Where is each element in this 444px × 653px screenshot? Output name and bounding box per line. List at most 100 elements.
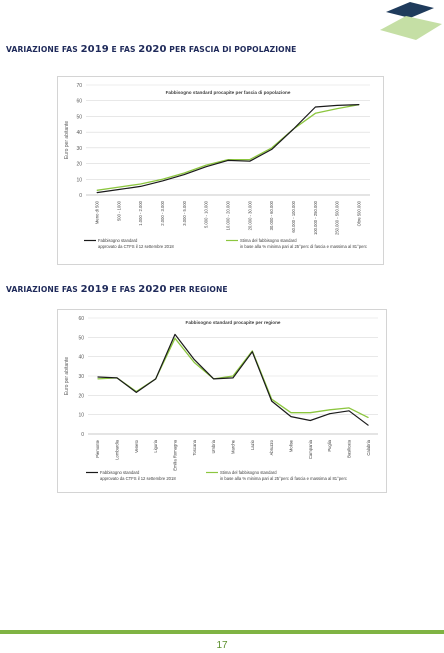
- y-tick-label: 30: [76, 146, 82, 152]
- chart-title: Fabbisogno standard procapite per region…: [186, 320, 281, 325]
- data-point: [314, 106, 316, 108]
- data-point: [183, 174, 185, 175]
- legend-label-line2: approvato da CTFS il 12 settembre 2018: [100, 476, 176, 481]
- x-tick-label: Oltre 500.000: [357, 200, 362, 226]
- page-number: 17: [216, 640, 228, 651]
- data-point: [314, 112, 316, 114]
- chart-region: 0 10 20 30 40 50 60 Fabbisogno standard procapi…: [57, 309, 387, 493]
- data-point: [367, 417, 369, 418]
- data-point: [174, 334, 176, 335]
- y-axis-label: Euro per abitante: [64, 121, 70, 160]
- data-point: [183, 172, 185, 174]
- data-point: [293, 128, 294, 130]
- data-point: [271, 149, 273, 150]
- x-tick-label: 500 - 1000: [116, 200, 121, 221]
- data-point: [96, 192, 98, 194]
- data-point: [232, 377, 234, 379]
- data-point: [174, 337, 176, 339]
- data-point: [348, 410, 350, 412]
- data-point: [336, 108, 338, 109]
- series-line-standard: [97, 333, 369, 426]
- legend-label: Fabbisogno standard: [98, 238, 138, 243]
- data-point: [96, 189, 98, 191]
- x-tick-label: 60.000 - 100.000: [291, 200, 296, 232]
- data-point: [329, 409, 331, 411]
- data-point: [309, 412, 311, 414]
- x-tick-label: Lombardia: [115, 439, 120, 459]
- data-point: [118, 186, 120, 188]
- x-tick-label: 2.000 - 3.000: [160, 200, 165, 225]
- y-tick-label: 40: [78, 355, 84, 361]
- legend-label: Fabbisogno standard: [100, 470, 140, 475]
- data-point: [193, 359, 195, 360]
- data-point: [97, 376, 99, 378]
- series-line-estimate: [96, 103, 360, 191]
- x-tick-label: Piemonte: [95, 439, 100, 457]
- x-tick-label: Toscana: [192, 439, 197, 455]
- data-point: [140, 183, 142, 185]
- data-point: [290, 416, 292, 417]
- data-point: [232, 375, 234, 377]
- x-tick-label: Meno di 500: [94, 200, 99, 224]
- y-tick-label: 20: [76, 162, 82, 168]
- data-point: [116, 377, 118, 379]
- x-tick-label: Campania: [308, 439, 313, 459]
- x-tick-label: Emilia Romagna: [173, 439, 178, 470]
- x-tick-label: Veneto: [134, 439, 139, 453]
- legend-label-line2: in base alla % minima pari al 25°perc di…: [240, 244, 367, 249]
- data-point: [348, 407, 350, 409]
- legend-label: Stima del fabbisogno standard: [240, 238, 297, 243]
- data-point: [329, 413, 331, 415]
- x-tick-label: Calabria: [366, 439, 371, 455]
- data-point: [249, 160, 251, 162]
- x-tick-label: Basilicata: [347, 439, 352, 458]
- x-tick-label: Umbria: [211, 439, 216, 453]
- y-tick-label: 70: [76, 83, 82, 89]
- section-title-population: VARIAZIONE FAS 2019 E FAS 2020 PER FASCI…: [6, 44, 297, 55]
- chart-title: Fabbisogno standard procapite per fascia…: [166, 90, 291, 95]
- data-point: [155, 378, 157, 380]
- x-tick-label: 10.000 - 20.000: [226, 200, 231, 230]
- footer-divider: [0, 630, 444, 634]
- data-point: [97, 378, 99, 380]
- chart-population-svg: 0 10 20 30 40 50 60 70 Fabbisogno standard proca…: [64, 83, 370, 249]
- data-point: [140, 185, 142, 187]
- data-point: [336, 105, 338, 106]
- x-tick-label: 5.000 - 10.000: [204, 200, 209, 228]
- x-tick-label: Molise: [289, 439, 294, 452]
- y-axis-label: Euro per abitante: [64, 357, 70, 396]
- data-point: [358, 104, 360, 106]
- data-point: [227, 160, 229, 161]
- data-point: [367, 424, 369, 426]
- y-tick-label: 0: [81, 432, 84, 438]
- legend-label-line2: approvato da CTFS il 12 settembre 2018: [98, 244, 174, 249]
- y-tick-label: 60: [76, 99, 82, 105]
- data-point: [251, 351, 253, 353]
- x-tick-label: 20.000 - 30.000: [247, 200, 252, 230]
- x-tick-label: Liguria: [153, 439, 158, 452]
- y-tick-label: 60: [78, 316, 84, 322]
- y-tick-label: 10: [78, 413, 84, 419]
- y-tick-label: 50: [76, 114, 82, 120]
- x-tick-label: Puglia: [327, 439, 332, 451]
- x-tick-label: 30.000 - 60.000: [269, 200, 274, 230]
- legend-label-line2: in base alla % minima pari al 25°perc di…: [220, 476, 347, 481]
- x-tick-label: Abruzzo: [269, 439, 274, 455]
- data-point: [309, 420, 311, 421]
- x-tick-label: 1.000 - 2.000: [138, 200, 143, 225]
- legend-label: Stima del fabbisogno standard: [220, 470, 277, 475]
- y-tick-label: 50: [78, 335, 84, 341]
- data-point: [162, 178, 163, 180]
- chart-region-svg: 0 10 20 30 40 50 60 Fabbisogno standard procapi…: [64, 316, 378, 481]
- data-point: [135, 392, 137, 393]
- y-tick-label: 40: [76, 130, 82, 136]
- data-point: [251, 350, 253, 352]
- data-point: [249, 159, 251, 161]
- data-point: [290, 412, 292, 414]
- y-tick-label: 10: [76, 177, 82, 183]
- data-point: [205, 166, 207, 168]
- data-point: [162, 180, 163, 182]
- data-point: [118, 189, 120, 190]
- y-tick-label: 20: [78, 393, 84, 399]
- y-tick-label: 30: [78, 374, 84, 380]
